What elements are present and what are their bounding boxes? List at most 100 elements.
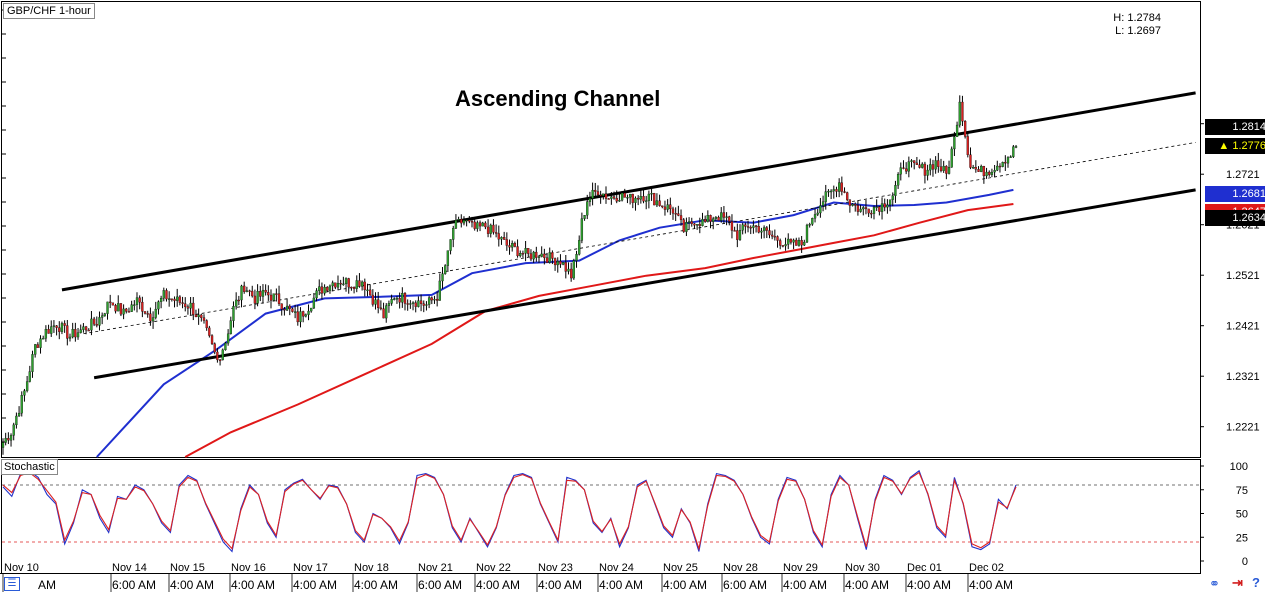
- candle: [446, 250, 450, 273]
- candle: [237, 295, 240, 306]
- time-label: 4:00 AM: [538, 578, 582, 592]
- candle: [417, 296, 420, 308]
- candle: [264, 284, 267, 296]
- time-label: 4:00 AM: [845, 578, 889, 592]
- time-label: AM: [38, 578, 56, 592]
- candle: [344, 277, 348, 292]
- candle: [966, 131, 969, 158]
- candle: [103, 312, 106, 317]
- candle: [623, 188, 626, 198]
- time-label: 4:00 AM: [476, 578, 520, 592]
- candle: [972, 164, 975, 169]
- candle: [245, 286, 249, 293]
- time-axis: Nov 10 AM Nov 14 6:00 AM Nov 15 4:00 AM Nov 16…: [0, 562, 1200, 592]
- candle: [805, 223, 809, 244]
- candle: [551, 250, 554, 265]
- candle: [537, 255, 541, 263]
- candle: [224, 341, 227, 351]
- channel-upper-line: [61, 91, 1196, 292]
- candle: [977, 166, 980, 172]
- candle: [955, 121, 959, 138]
- link-icon[interactable]: ⚭: [1209, 576, 1220, 591]
- help-icon[interactable]: ?: [1252, 575, 1260, 590]
- candle: [679, 209, 683, 226]
- candle: [559, 254, 562, 268]
- candle: [318, 279, 321, 296]
- candle: [226, 329, 230, 346]
- candle: [604, 186, 608, 204]
- candle: [580, 212, 584, 244]
- stochastic-tick-label: 50: [1236, 509, 1248, 521]
- candle: [275, 288, 278, 302]
- candle: [687, 217, 691, 230]
- candle: [773, 229, 776, 241]
- candle: [910, 159, 913, 168]
- candle: [757, 220, 760, 234]
- candle: [398, 292, 401, 309]
- candle: [497, 225, 500, 247]
- date-label: Nov 30: [845, 562, 880, 574]
- candle: [240, 284, 243, 308]
- candle: [119, 303, 123, 317]
- candle: [486, 219, 490, 238]
- candle: [55, 325, 58, 336]
- candle: [578, 235, 581, 256]
- candle: [878, 205, 881, 216]
- time-label: 4:00 AM: [293, 578, 337, 592]
- candle: [591, 182, 594, 206]
- candle: [795, 237, 798, 246]
- candle: [829, 189, 833, 200]
- candle: [360, 280, 364, 291]
- candle: [489, 223, 492, 238]
- arrow-right-icon[interactable]: ⇥: [1232, 575, 1243, 590]
- candle: [154, 301, 157, 320]
- candle: [905, 162, 908, 175]
- candle: [712, 216, 715, 230]
- candle: [990, 168, 994, 178]
- candle: [532, 250, 535, 263]
- candle: [334, 282, 337, 290]
- candle: [280, 303, 283, 316]
- candle: [867, 208, 870, 217]
- date-label: Nov 25: [663, 562, 698, 574]
- candle: [693, 223, 696, 229]
- candle: [779, 238, 782, 250]
- candle: [988, 170, 991, 177]
- candle: [441, 267, 444, 289]
- candle: [403, 292, 407, 311]
- candle: [82, 323, 85, 333]
- candle: [411, 301, 415, 311]
- candle: [283, 306, 286, 316]
- candle: [176, 288, 179, 307]
- candle: [494, 224, 498, 238]
- candle: [117, 295, 120, 312]
- date-label: Dec 02: [969, 562, 1004, 574]
- candle: [872, 205, 876, 220]
- candle: [645, 195, 648, 210]
- candle: [460, 214, 463, 228]
- candle: [130, 300, 133, 312]
- candle: [1009, 155, 1012, 158]
- candle: [701, 212, 704, 227]
- candle: [71, 322, 74, 339]
- candle: [379, 300, 383, 311]
- candle: [269, 289, 273, 309]
- candle: [736, 223, 739, 248]
- candle: [17, 406, 21, 417]
- candle: [462, 216, 466, 226]
- time-label: 4:00 AM: [231, 578, 275, 592]
- grid-menu-icon[interactable]: ☰: [4, 577, 20, 591]
- candle: [66, 319, 69, 346]
- candle: [706, 210, 709, 223]
- candle: [746, 220, 750, 233]
- candle: [310, 307, 313, 313]
- candle: [339, 279, 342, 290]
- candle: [291, 307, 294, 313]
- time-label: 4:00 AM: [969, 578, 1013, 592]
- candle: [752, 220, 755, 234]
- price-tag-dark: 1.2634: [1205, 210, 1265, 227]
- candle: [229, 316, 232, 335]
- candle: [200, 313, 203, 322]
